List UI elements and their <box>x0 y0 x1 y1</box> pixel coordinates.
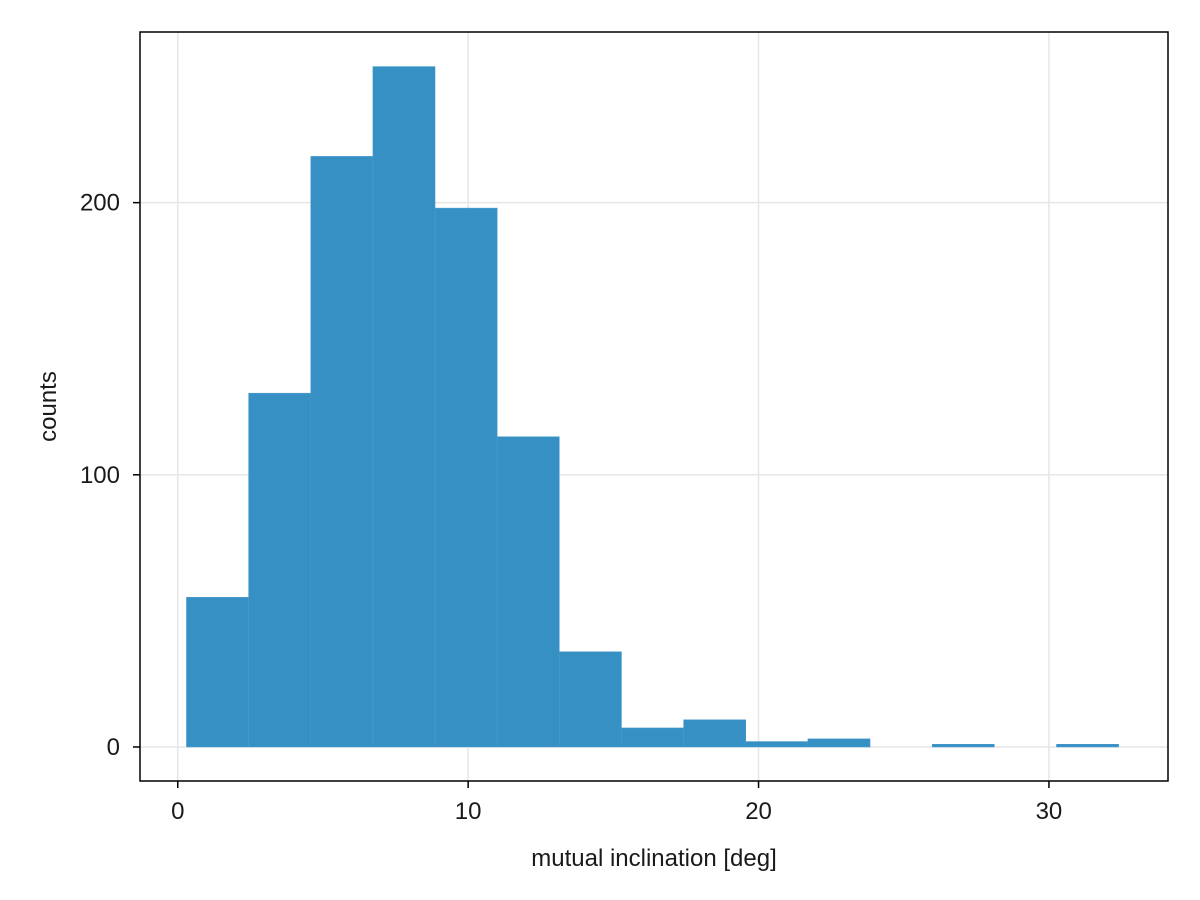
x-axis-ticks: 0 10 20 30 <box>171 781 1062 825</box>
histogram-bar-9 <box>745 741 809 748</box>
histogram-bar-5 <box>496 436 560 748</box>
histogram-bar-8 <box>683 719 747 748</box>
histogram-bar-1 <box>248 392 312 748</box>
plot-frame <box>139 31 1169 782</box>
y-axis-label: counts <box>35 371 62 442</box>
y-axis-ticks: 0 100 200 <box>80 190 140 761</box>
x-tick-label: 0 <box>171 798 184 825</box>
histogram-bar-12 <box>931 744 995 748</box>
histogram-bar-10 <box>807 738 871 748</box>
histogram-bar-7 <box>621 727 684 748</box>
x-tick-label: 30 <box>1036 798 1063 825</box>
histogram-bar-14 <box>1056 744 1119 748</box>
x-tick-label: 20 <box>745 798 772 825</box>
histogram-bar-0 <box>186 597 249 748</box>
x-tick-label: 10 <box>455 798 482 825</box>
y-tick-label: 0 <box>107 734 120 761</box>
y-tick-label: 200 <box>80 190 120 217</box>
histogram-bar-6 <box>559 651 622 748</box>
histogram-bars <box>186 66 1119 748</box>
histogram-bar-4 <box>434 207 498 748</box>
x-axis-label: mutual inclination [deg] <box>531 845 776 872</box>
histogram-bar-3 <box>372 66 436 748</box>
y-tick-label: 100 <box>80 462 120 489</box>
histogram-bar-2 <box>310 156 374 748</box>
